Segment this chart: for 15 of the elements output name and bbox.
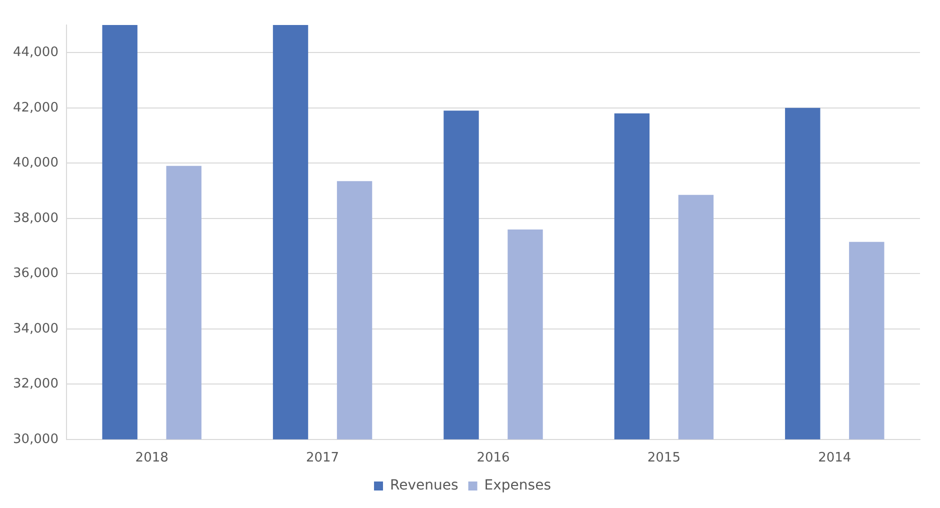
y-tick-label: 42,000 bbox=[12, 100, 58, 116]
y-tick-label: 36,000 bbox=[12, 266, 58, 282]
y-tick-label: 30,000 bbox=[12, 432, 58, 447]
x-tick-label: 2016 bbox=[476, 450, 510, 466]
x-tick-label: 2017 bbox=[306, 450, 340, 466]
y-tick-label: 40,000 bbox=[12, 156, 58, 171]
x-tick-label: 2018 bbox=[135, 450, 168, 466]
y-tick-label: 38,000 bbox=[12, 210, 58, 226]
x-tick-label: 2015 bbox=[647, 450, 680, 466]
x-tick-label: 2014 bbox=[818, 450, 852, 466]
y-tick-label: 34,000 bbox=[12, 321, 58, 336]
y-tick-label: 44,000 bbox=[12, 45, 58, 60]
legend-label: Revenues bbox=[390, 478, 458, 494]
legend-label: Expenses bbox=[484, 478, 551, 494]
y-tick-label: 32,000 bbox=[12, 376, 58, 392]
